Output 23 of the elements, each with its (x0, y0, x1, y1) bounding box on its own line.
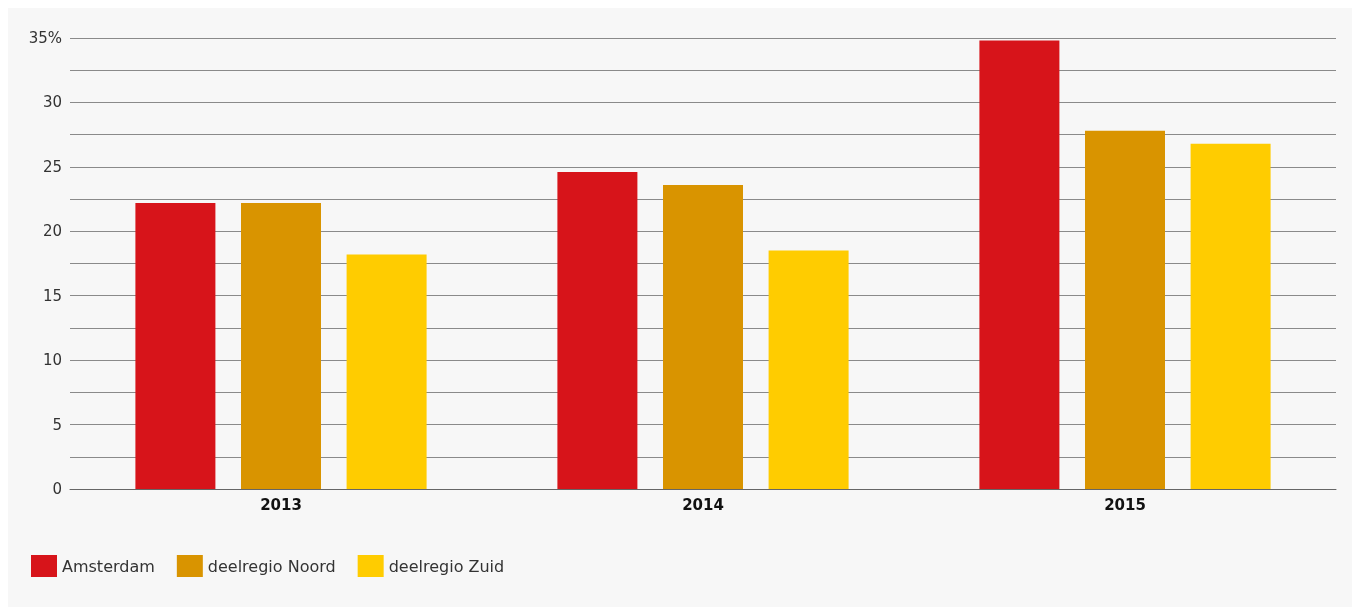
bar (1190, 143, 1271, 489)
y-tick-label: 25 (42, 157, 62, 176)
y-tick-label: 30 (42, 93, 62, 112)
y-tick-label: 20 (42, 222, 62, 241)
bar (346, 254, 427, 489)
y-tick-label: 15 (42, 286, 62, 305)
bar (979, 40, 1060, 489)
y-tick-label: 5 (52, 415, 62, 434)
x-tick-label: 2014 (682, 495, 724, 514)
bar (241, 202, 321, 489)
x-tick-label: 2015 (1104, 495, 1146, 514)
y-tick-label: 0 (52, 480, 62, 498)
bar (135, 202, 216, 489)
legend-label: deelregio Noord (207, 556, 336, 576)
x-tick-label: 2013 (260, 495, 302, 514)
bar (663, 184, 743, 489)
y-tick-label: 35% (28, 29, 62, 47)
y-tick-label: 10 (42, 351, 62, 370)
bar (768, 250, 849, 489)
legend-label: deelregio Zuid (388, 556, 505, 576)
bar (557, 172, 638, 489)
bar (1085, 130, 1165, 489)
legend-label: Amsterdam (62, 556, 155, 576)
